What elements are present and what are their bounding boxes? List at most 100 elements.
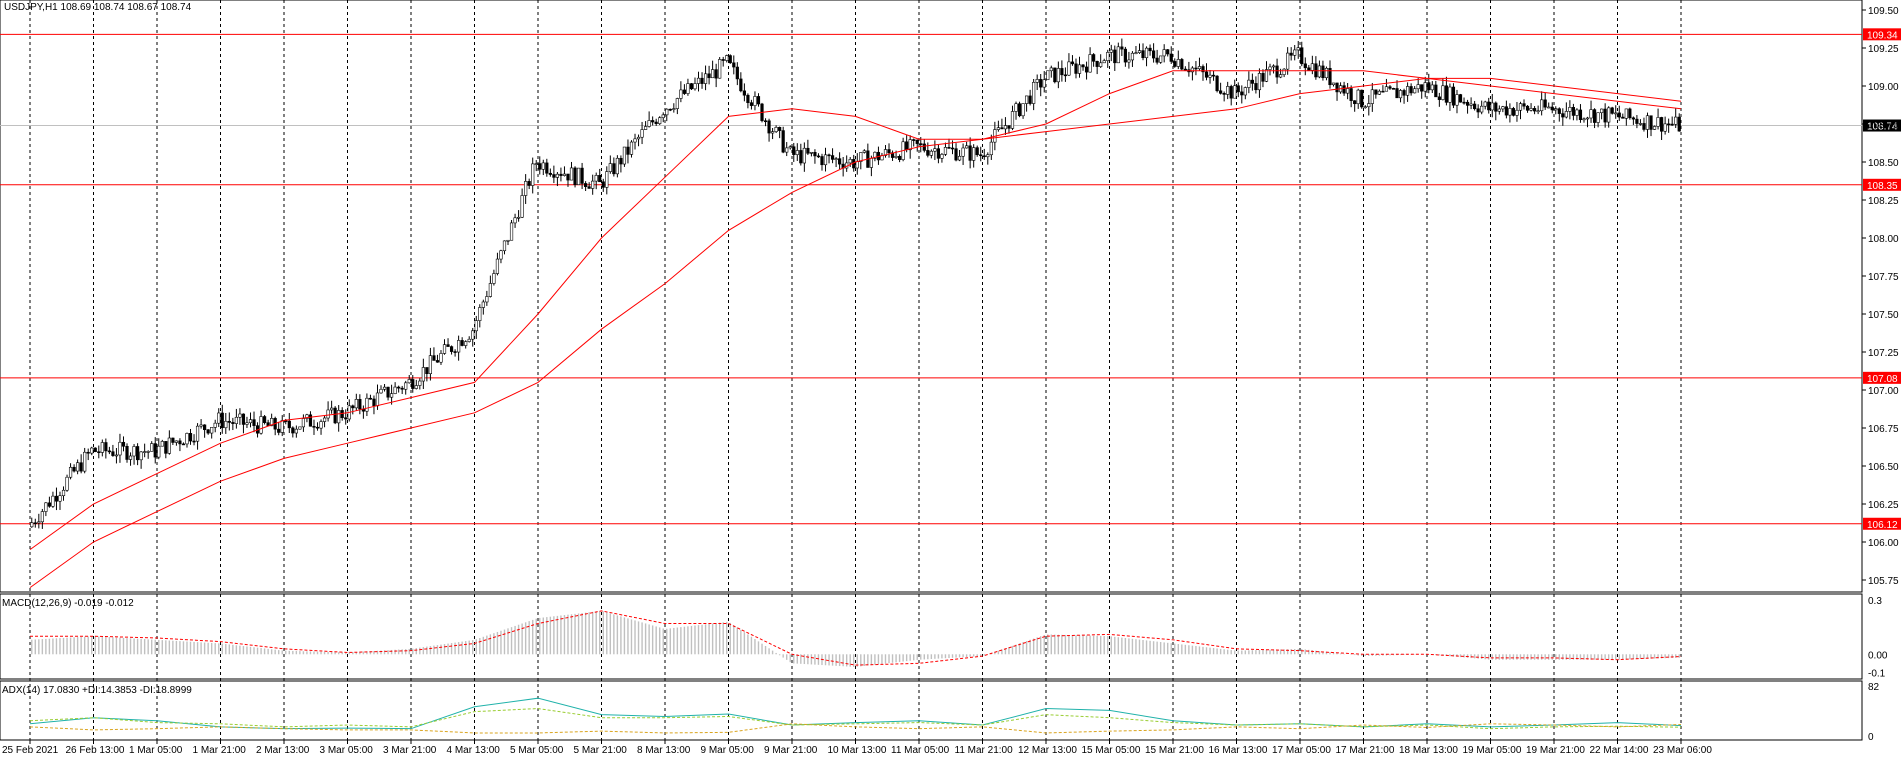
candle-body bbox=[358, 399, 362, 410]
candle-body bbox=[1000, 127, 1004, 130]
candle-body bbox=[1113, 49, 1117, 64]
candle-body bbox=[125, 445, 129, 460]
candle-body bbox=[93, 447, 97, 453]
candle-body bbox=[612, 163, 616, 175]
x-tick-label: 1 Mar 05:00 bbox=[129, 745, 183, 756]
candle-body bbox=[686, 83, 690, 94]
candle-body bbox=[1501, 106, 1505, 110]
candle-body bbox=[1250, 79, 1254, 84]
candle-body bbox=[1219, 90, 1223, 94]
candle-body bbox=[972, 147, 976, 161]
candle-body bbox=[128, 455, 133, 460]
candle-body bbox=[439, 353, 443, 363]
candle-body bbox=[379, 388, 383, 394]
candle-body bbox=[40, 511, 44, 523]
x-tick-label: 15 Mar 21:00 bbox=[1145, 745, 1204, 756]
candle-body bbox=[1003, 125, 1008, 130]
x-tick-label: 19 Mar 21:00 bbox=[1526, 745, 1585, 756]
x-tick-label: 26 Feb 13:00 bbox=[66, 745, 125, 756]
candle-body bbox=[774, 127, 778, 132]
candle-body bbox=[1465, 101, 1470, 106]
candle-body bbox=[1233, 85, 1237, 99]
candle-body bbox=[1296, 47, 1300, 51]
candle-body bbox=[488, 283, 492, 297]
candle-body bbox=[509, 222, 514, 241]
candle-body bbox=[1607, 107, 1611, 123]
y-tick-label: 106.25 bbox=[1868, 500, 1899, 511]
candle-body bbox=[135, 446, 140, 461]
candle-body bbox=[460, 340, 464, 346]
candle-body bbox=[1229, 86, 1233, 99]
candle-body bbox=[975, 147, 979, 156]
candle-body bbox=[1532, 108, 1537, 112]
candle-body bbox=[516, 216, 521, 219]
candle-body bbox=[1674, 116, 1678, 125]
candle-body bbox=[481, 301, 485, 308]
x-tick-label: 23 Mar 06:00 bbox=[1653, 745, 1712, 756]
candle-body bbox=[1053, 67, 1057, 83]
x-tick-label: 22 Mar 14:00 bbox=[1590, 745, 1649, 756]
current-price-tag bbox=[1863, 119, 1901, 132]
candle-body bbox=[573, 167, 577, 186]
main-panel-frame bbox=[0, 0, 1863, 593]
candle-body bbox=[291, 427, 295, 434]
candle-body bbox=[1074, 63, 1078, 74]
candle-body bbox=[231, 422, 235, 424]
candle-body bbox=[1254, 83, 1258, 91]
candle-body bbox=[947, 147, 951, 149]
candle-body bbox=[114, 454, 119, 457]
candle-body bbox=[1236, 85, 1240, 93]
candle-body bbox=[1010, 111, 1015, 129]
candle-body bbox=[1441, 85, 1445, 100]
candle-body bbox=[418, 380, 422, 386]
candle-body bbox=[502, 240, 507, 252]
candle-body bbox=[224, 420, 228, 429]
candle-body bbox=[813, 151, 817, 157]
candle-body bbox=[1617, 112, 1621, 118]
candle-body bbox=[1405, 86, 1410, 96]
candle-body bbox=[404, 382, 408, 390]
candle-body bbox=[1067, 61, 1071, 76]
moving-averages bbox=[29, 70, 1682, 589]
adx-indicator: 82 0 bbox=[29, 682, 1880, 743]
adx-title: ADX(14) 17.0830 +DI:14.3853 -DI:18.8999 bbox=[2, 685, 192, 696]
candle-body bbox=[365, 397, 369, 412]
candle-body bbox=[601, 181, 605, 188]
candle-body bbox=[1384, 86, 1389, 92]
candle-body bbox=[834, 158, 838, 160]
candle-body bbox=[1120, 46, 1124, 50]
y-tick-label: 109.25 bbox=[1868, 44, 1899, 55]
candle-body bbox=[915, 139, 919, 144]
candle-body bbox=[1391, 88, 1396, 90]
candle-body bbox=[37, 521, 41, 524]
candle-body bbox=[1659, 117, 1664, 132]
price-candles bbox=[30, 38, 1681, 529]
macd-panel-frame bbox=[0, 593, 1863, 680]
candle-body bbox=[97, 451, 101, 454]
candle-body bbox=[1134, 52, 1138, 54]
candle-body bbox=[1649, 115, 1653, 130]
candle-body bbox=[1162, 49, 1166, 57]
candle-body bbox=[1092, 54, 1096, 62]
candle-body bbox=[312, 425, 316, 428]
macd-signal-line bbox=[30, 610, 1682, 666]
candle-body bbox=[756, 96, 761, 105]
candle-body bbox=[827, 154, 831, 157]
candle-body bbox=[111, 451, 115, 456]
candle-body bbox=[47, 502, 52, 507]
candle-body bbox=[1197, 66, 1202, 70]
candle-body bbox=[446, 344, 450, 347]
candle-body bbox=[1342, 85, 1346, 94]
candle-body bbox=[1487, 101, 1491, 111]
candle-body bbox=[100, 442, 104, 453]
x-tick-label: 3 Mar 21:00 bbox=[383, 745, 437, 756]
candle-body bbox=[1356, 89, 1360, 105]
candle-body bbox=[192, 440, 196, 443]
candle-body bbox=[54, 495, 59, 502]
macd-y-tick-label: -0.1 bbox=[1868, 668, 1886, 679]
candle-body bbox=[1017, 103, 1022, 117]
candle-body bbox=[217, 412, 221, 424]
level-label: 107.08 bbox=[1867, 374, 1898, 385]
candle-body bbox=[44, 502, 48, 512]
candle-body bbox=[749, 102, 754, 106]
